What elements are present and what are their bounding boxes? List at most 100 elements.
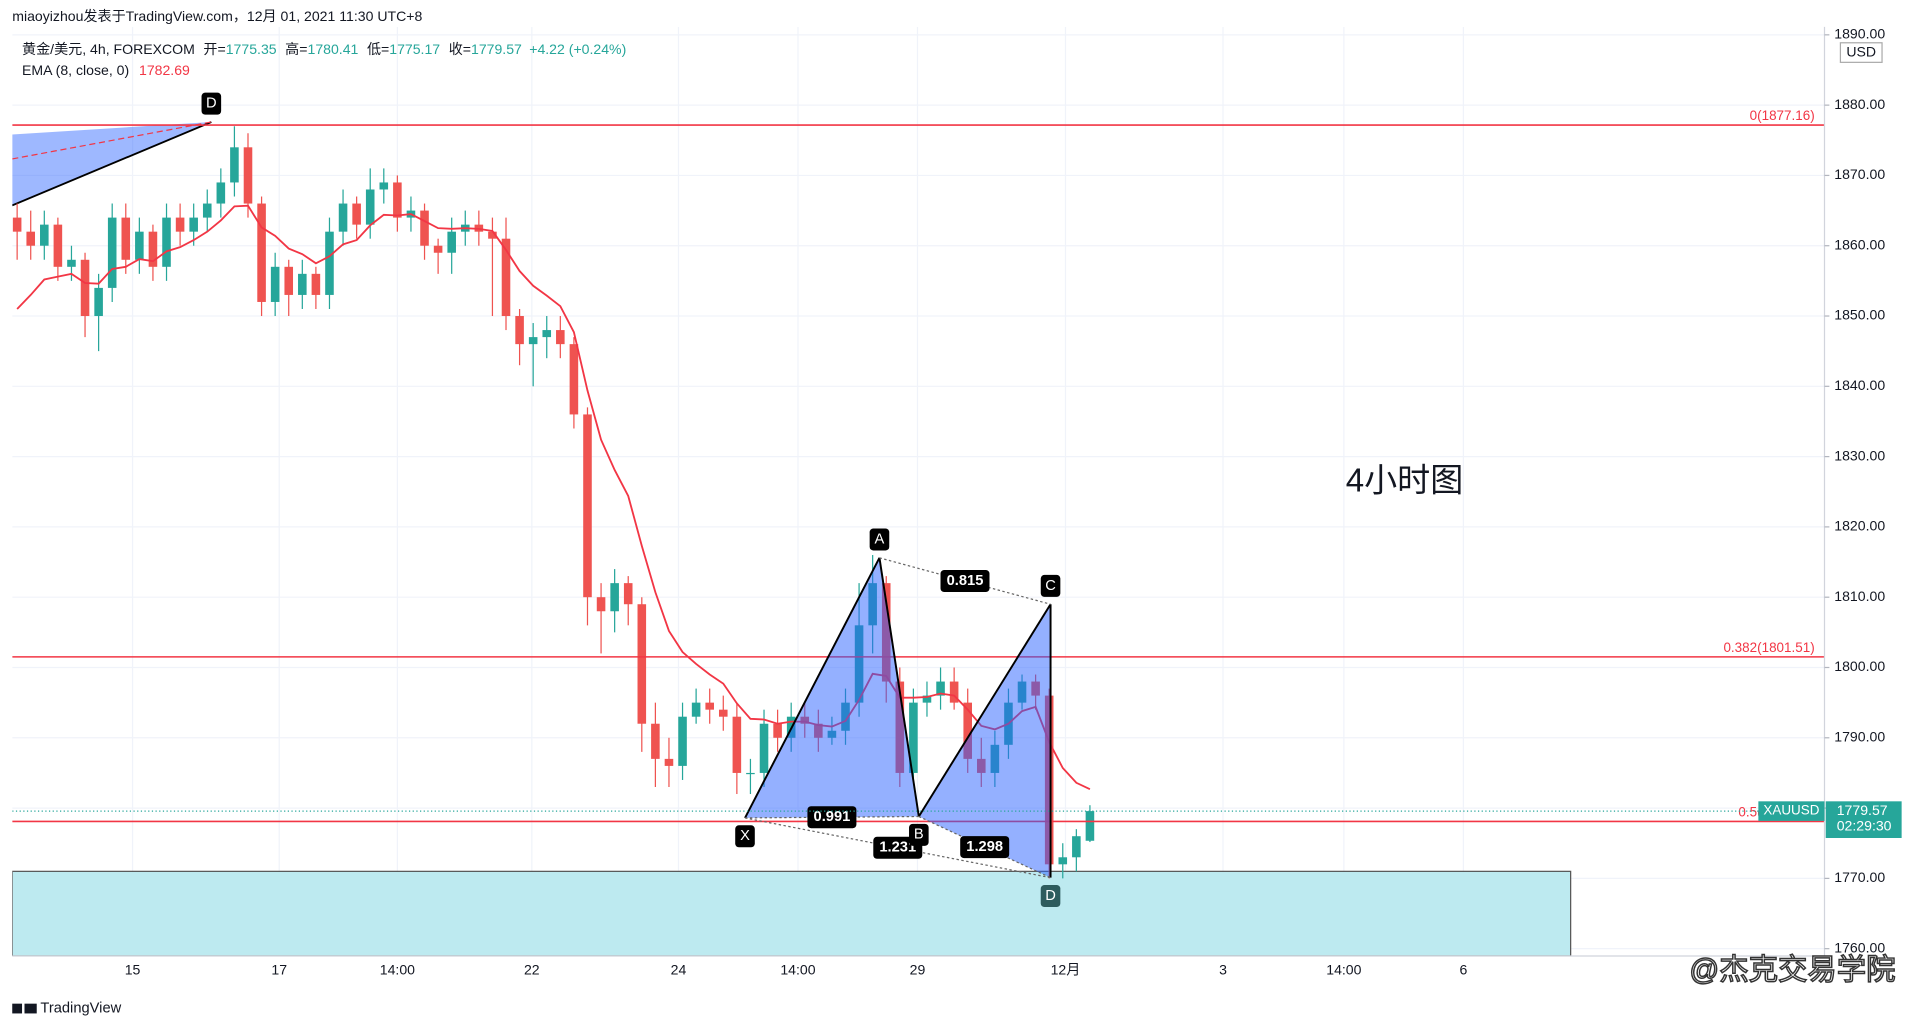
ema-line: [16, 204, 1091, 791]
point-label: X: [740, 828, 750, 844]
tv-logo: [12, 1003, 37, 1014]
candle-body: [12, 217, 22, 232]
ratio-label: 1.231: [879, 840, 916, 856]
pattern-leg: [878, 557, 920, 817]
x-tick-label: 3: [1219, 961, 1227, 977]
candle-body: [325, 231, 334, 295]
pattern-leg: [12, 121, 212, 160]
ohlc-value: 1775.17: [389, 41, 440, 57]
price-tag-label: 1779.57: [1837, 802, 1888, 818]
ohlc-label: 高=: [285, 41, 307, 57]
ratio-box: [940, 570, 990, 593]
plot-area: 0(1877.16)0.382(1801.51)0.5(1778.10)0.99…: [12, 26, 1825, 956]
y-tick-label: 1870.00: [1834, 166, 1885, 182]
candle-body: [583, 414, 592, 598]
x-tick-label: 29: [910, 961, 926, 977]
candle-body: [936, 681, 945, 696]
candle-body: [298, 273, 307, 295]
y-tick-label: 1880.00: [1834, 96, 1885, 112]
candle-body: [148, 231, 158, 267]
candle-body: [909, 702, 918, 773]
y-unit: USD: [1846, 43, 1876, 59]
ohlc-label: 收=: [449, 41, 471, 57]
price-tag: [1825, 801, 1902, 839]
pattern-fill: [918, 604, 1051, 878]
candle-body: [162, 217, 171, 267]
candle-body: [746, 772, 755, 775]
candle-body: [53, 224, 63, 267]
candle-body: [596, 597, 606, 612]
candle-body: [732, 716, 742, 773]
pattern-leg: [12, 121, 212, 207]
point-label: C: [1045, 578, 1056, 594]
candle-body: [501, 238, 511, 317]
candle-body: [542, 330, 552, 338]
candle-body: [963, 702, 972, 759]
point-box: [1040, 574, 1061, 597]
candle-body: [637, 604, 647, 724]
header: miaoyizhou发表于TradingView.com，12月 01, 202…: [12, 8, 422, 24]
candle-body: [202, 203, 212, 218]
candle-body: [1058, 857, 1068, 865]
ohlc-label: 低=: [367, 41, 389, 57]
countdown: 02:29:30: [1837, 818, 1892, 834]
y-tick-label: 1800.00: [1834, 658, 1885, 674]
y-tick-label: 1890.00: [1834, 26, 1885, 42]
y-tick-label: 1830.00: [1834, 447, 1885, 463]
zone: [12, 870, 1572, 956]
y-tick-label: 1820.00: [1834, 518, 1885, 534]
candle-body: [664, 758, 674, 766]
ohlc-value: 1775.35: [226, 41, 277, 57]
candle-body: [515, 316, 524, 345]
candle-body: [773, 723, 782, 738]
candle-body: [447, 231, 456, 253]
fib-label: 0.382(1801.51): [1723, 640, 1814, 655]
ratio-box: [960, 836, 1010, 859]
candle-body: [420, 210, 429, 246]
point-label: B: [914, 827, 924, 843]
candle-body: [678, 716, 687, 766]
legend: 黄金/美元, 4h, FOREXCOM 开=1775.35 高=1780.41 低=1…: [22, 41, 626, 57]
candle-body: [1085, 811, 1095, 841]
x-tick-label: 6: [1459, 961, 1467, 977]
watermark: @杰克交易学院: [1689, 954, 1895, 987]
candle-body: [189, 217, 198, 232]
ratio-box: [807, 806, 857, 829]
ratio-label: 1.298: [966, 839, 1003, 855]
candle-body: [691, 702, 701, 717]
y-tick-label: 1840.00: [1834, 377, 1885, 393]
point-box: [1040, 885, 1061, 908]
ohlc-value: 1780.41: [307, 41, 358, 57]
ema-legend: EMA (8, close, 0) 1782.69: [22, 62, 190, 78]
ratio-label: 0.991: [814, 809, 851, 825]
candle-body: [352, 203, 361, 225]
pattern-fill: [745, 557, 919, 818]
candle-body: [759, 723, 769, 773]
candle-body: [257, 203, 266, 302]
symbol-tag-label: XAUUSD: [1763, 803, 1819, 818]
ohlc-value: 1779.57: [471, 41, 522, 57]
candle-body: [67, 259, 76, 267]
candle-body: [284, 266, 294, 295]
x-tick-label: 17: [271, 961, 287, 977]
x-tick-label: 15: [125, 961, 141, 977]
footer: TradingView: [40, 1000, 121, 1016]
y-tick-label: 1850.00: [1834, 307, 1885, 323]
candle-body: [1072, 836, 1081, 858]
candle-body: [393, 182, 402, 218]
x-tick-label: 12月: [1051, 961, 1081, 977]
candle-body: [705, 702, 714, 710]
candle-body: [922, 695, 932, 703]
candle-body: [365, 189, 375, 225]
candle-body: [556, 330, 565, 345]
candle-body: [311, 273, 321, 295]
point-box: [735, 825, 755, 848]
candle-body: [80, 259, 90, 317]
ema-label: EMA (8, close, 0): [22, 62, 129, 78]
pattern-leg: [917, 603, 1052, 818]
x-tick-label: 14:00: [1326, 961, 1361, 977]
y-tick-label: 1770.00: [1834, 869, 1885, 885]
candle-body: [121, 217, 131, 260]
